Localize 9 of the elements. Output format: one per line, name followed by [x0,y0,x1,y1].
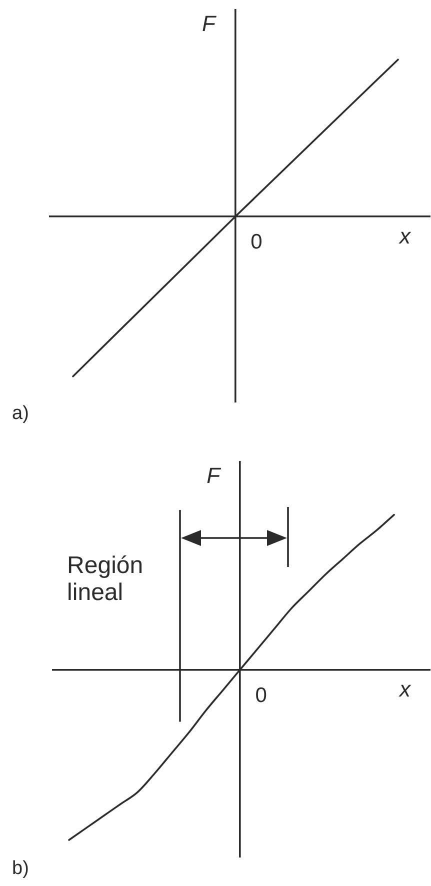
annotation: 0 [250,230,262,254]
annotation: Región lineal [67,552,144,606]
y-axis-title: F [206,463,222,488]
x-axis-title: x [398,676,412,702]
y-axis-title: F [202,11,218,36]
x-axis-title: x [398,223,412,248]
text: b) [12,858,29,880]
annotation: 0 [255,684,267,708]
text: a) [12,403,29,424]
